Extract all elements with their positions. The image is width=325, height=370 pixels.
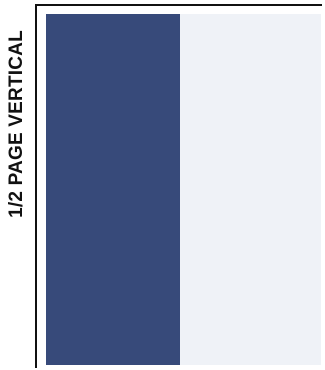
size-label: 1/2 PAGE VERTICAL bbox=[6, 30, 27, 218]
half-page-vertical-area bbox=[46, 14, 180, 365]
remaining-page-area bbox=[180, 14, 321, 365]
page-frame bbox=[35, 4, 322, 368]
size-label-container: 1/2 PAGE VERTICAL bbox=[0, 0, 34, 370]
